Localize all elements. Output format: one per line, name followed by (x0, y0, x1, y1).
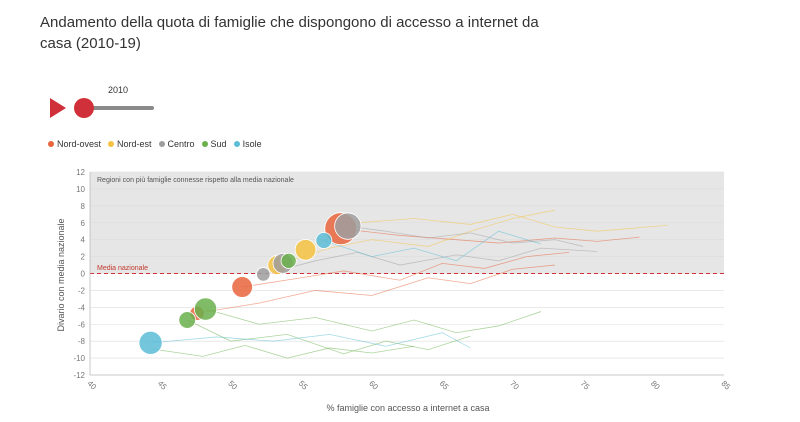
trail-line (187, 319, 471, 355)
band-label: Regioni con più famiglie connesse rispet… (97, 177, 294, 184)
legend-dot-icon (158, 141, 165, 147)
data-point[interactable] (138, 330, 163, 355)
trail-line (277, 209, 556, 266)
legend-label: Isole (242, 139, 262, 149)
x-tick-label: 60 (367, 379, 380, 392)
legend-dot-icon (233, 141, 240, 147)
y-tick-label: 6 (81, 219, 86, 228)
slider-year-label: 2010 (108, 85, 129, 95)
data-point[interactable] (315, 232, 333, 249)
data-point[interactable] (280, 252, 297, 269)
play-icon[interactable] (50, 98, 66, 118)
legend-dot-icon (48, 141, 54, 147)
legend-item-centro[interactable]: Centro (158, 139, 195, 149)
x-tick-label: 70 (508, 379, 521, 392)
y-tick-label: 12 (76, 168, 85, 177)
legend-item-isole[interactable]: Isole (233, 139, 262, 149)
trail-line (150, 332, 471, 349)
data-point[interactable] (334, 212, 362, 240)
y-tick-label: -10 (73, 354, 85, 363)
slider-handle[interactable] (74, 98, 94, 118)
y-tick-label: 8 (81, 202, 86, 211)
x-tick-label: 45 (156, 379, 169, 392)
legend-label: Sud (210, 139, 227, 149)
y-tick-label: -8 (78, 337, 86, 346)
year-slider[interactable]: 2010 (50, 84, 170, 124)
x-tick-label: 75 (579, 379, 592, 392)
y-tick-label: -2 (78, 286, 86, 295)
data-point[interactable] (178, 311, 197, 329)
y-tick-label: 2 (81, 253, 86, 262)
y-tick-label: -6 (78, 320, 86, 329)
x-tick-label: 50 (226, 379, 239, 392)
x-tick-label: 40 (85, 379, 98, 392)
slider-track[interactable] (84, 106, 154, 110)
x-tick-label: 55 (297, 379, 310, 392)
data-point[interactable] (193, 297, 218, 321)
y-axis-title: Divario con media nazionale (56, 218, 66, 331)
trail-line (340, 228, 640, 244)
legend-label: Nord-ovest (57, 139, 102, 149)
trail-line (150, 344, 415, 359)
y-tick-label: -12 (73, 371, 85, 380)
legend: Nord-ovest Nord-est Centro Sud Isole (48, 139, 262, 149)
y-tick-label: 0 (81, 270, 86, 279)
data-point[interactable] (256, 267, 271, 282)
legend-label: Nord-est (117, 139, 152, 149)
trail-line (323, 230, 541, 262)
trail-line (305, 213, 668, 251)
legend-dot-icon (201, 141, 208, 147)
trail-line (347, 225, 584, 247)
y-tick-label: 10 (76, 185, 85, 194)
legend-item-nord-ovest[interactable]: Nord-ovest (48, 139, 101, 149)
y-tick-label: -4 (78, 303, 86, 312)
legend-dot-icon (108, 141, 115, 147)
legend-label: Centro (167, 139, 195, 149)
trail-line (197, 264, 555, 314)
trail-line (263, 247, 598, 275)
legend-item-nord-est[interactable]: Nord-est (108, 139, 152, 149)
x-tick-label: 80 (649, 379, 662, 392)
x-tick-label: 85 (719, 379, 732, 392)
data-point[interactable] (231, 276, 253, 298)
trail-line (242, 251, 570, 288)
data-point[interactable] (294, 239, 317, 261)
chart-title: Andamento della quota di famiglie che di… (40, 14, 539, 52)
legend-item-sud[interactable]: Sud (201, 139, 227, 149)
reference-line-label: Media nazionale (97, 265, 148, 272)
trail-line (205, 308, 541, 334)
y-tick-label: 4 (81, 236, 86, 245)
x-tick-label: 65 (438, 379, 451, 392)
x-axis-title: % famiglie con accesso a internet a casa (326, 403, 489, 413)
